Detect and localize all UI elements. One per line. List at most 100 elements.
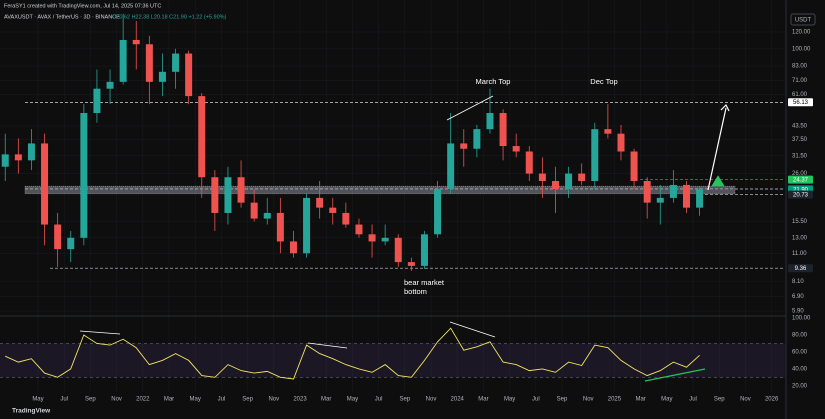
price-tag-label: 21.90 — [793, 187, 809, 193]
y-tick-label: 100.00 — [792, 46, 811, 52]
x-tick-label: Sep — [557, 397, 568, 403]
candle-body — [617, 133, 625, 152]
axes: May Jul Sep Nov 2022 Mar May Jul Sep Nov 2023 Mar Ma… — [32, 29, 813, 403]
candle-body — [342, 212, 350, 225]
price-tag — [788, 190, 813, 199]
rsi-trendline — [79, 330, 121, 335]
price-tag — [788, 264, 813, 273]
candle-body — [420, 234, 428, 266]
rsi-tick-label: 100.00 — [792, 316, 811, 322]
candle-body — [1, 154, 9, 167]
x-tick-label: Mar — [635, 397, 645, 403]
grid — [0, 0, 785, 392]
x-tick-label: May — [190, 397, 201, 403]
x-tick-label: Mar — [321, 397, 331, 403]
currency: USDT — [795, 18, 812, 24]
x-tick-label: May — [504, 397, 515, 403]
x-tick-label: 2022 — [136, 397, 150, 403]
y-tick-label: 61.00 — [792, 92, 808, 98]
ohlc: O20.62 H22.38 L20.18 C21.90 +1.22 (+5.90… — [112, 14, 227, 20]
y-tick-label: 37.50 — [792, 137, 808, 143]
candle-body — [67, 237, 75, 250]
y-tick-label: 43.50 — [792, 123, 808, 129]
x-tick-label: Sep — [242, 397, 253, 403]
rsi-trendline — [449, 321, 496, 338]
rsi-tick-label: 40.00 — [792, 366, 808, 372]
rsi-tick-label: 80.00 — [792, 333, 808, 339]
y-tick-label: 6.90 — [792, 294, 804, 300]
price-tag — [788, 175, 813, 184]
x-tick-label: 2024 — [451, 397, 465, 403]
candle-body — [132, 39, 140, 45]
candle-body — [27, 143, 35, 161]
x-tick-label: May — [661, 397, 672, 403]
x-tick-label: Nov — [111, 397, 122, 403]
x-tick-label: May — [347, 397, 358, 403]
candle-body — [486, 113, 494, 130]
credit: FeraSY1 created with TradingView.com, Ju… — [4, 3, 161, 9]
x-tick-label: Sep — [714, 397, 725, 403]
price-tag-label: 20.73 — [793, 192, 809, 198]
price-tag-label: 56.13 — [793, 100, 809, 106]
annotation: Dec Top — [590, 77, 617, 86]
candle-body — [198, 96, 206, 178]
candle-body — [525, 151, 533, 174]
candle-body — [565, 173, 573, 190]
candle-body — [158, 71, 166, 82]
y-tick-label: 15.50 — [792, 219, 808, 225]
candle-body — [329, 207, 337, 213]
candle-body — [185, 53, 193, 97]
annotation: bottom — [404, 287, 427, 296]
symbol: AVAXUSDT · AVAX / TetherUS · 3D · BINANC… — [4, 14, 120, 20]
candle-body — [276, 212, 284, 242]
x-tick-label: Sep — [399, 397, 410, 403]
y-tick-label: 26.00 — [792, 171, 808, 177]
candle-body — [473, 129, 481, 149]
candle-body — [604, 129, 612, 134]
x-tick-label: Jul — [532, 397, 540, 403]
up-marker — [711, 175, 725, 187]
candle-body — [499, 113, 507, 147]
x-tick-label: Mar — [478, 397, 488, 403]
currency-box — [790, 13, 816, 26]
y-tick-label: 13.00 — [792, 235, 808, 241]
candle-body — [54, 224, 62, 250]
rsi-pane — [0, 327, 785, 380]
y-tick-label: 83.00 — [792, 64, 808, 70]
trendline — [446, 95, 494, 121]
x-tick-label: Nov — [268, 397, 279, 403]
candle-body — [669, 184, 677, 198]
candle-body — [355, 224, 363, 235]
x-tick-label: 2025 — [608, 397, 622, 403]
candle-body — [381, 237, 389, 242]
x-tick-label: Nov — [583, 397, 594, 403]
candle-body — [630, 151, 638, 182]
rsi-trendline — [644, 368, 706, 382]
candle-body — [237, 177, 245, 203]
x-tick-label: Jul — [689, 397, 697, 403]
candle-body — [551, 181, 559, 190]
x-tick-label: Nov — [426, 397, 437, 403]
price-tag — [788, 98, 813, 107]
candle-body — [211, 177, 219, 213]
candle-body — [41, 143, 49, 225]
candle-body — [394, 237, 402, 263]
candle-body — [460, 143, 468, 149]
x-tick-label: Mar — [164, 397, 174, 403]
candle-body — [303, 197, 311, 254]
candle-body — [434, 189, 442, 235]
candle-body — [80, 113, 88, 238]
arrow-head — [720, 103, 730, 112]
candle-body — [643, 181, 651, 203]
candle-body — [93, 88, 101, 114]
x-tick-label: Nov — [740, 397, 751, 403]
annotation: March Top — [476, 77, 511, 86]
x-tick-label: Jul — [60, 397, 68, 403]
y-tick-label: 31.50 — [792, 153, 808, 159]
candle-body — [512, 146, 520, 152]
candle-body — [538, 173, 546, 182]
rsi-tick-label: 60.00 — [792, 350, 808, 356]
candle-body — [407, 262, 415, 266]
candle-body — [224, 177, 232, 213]
